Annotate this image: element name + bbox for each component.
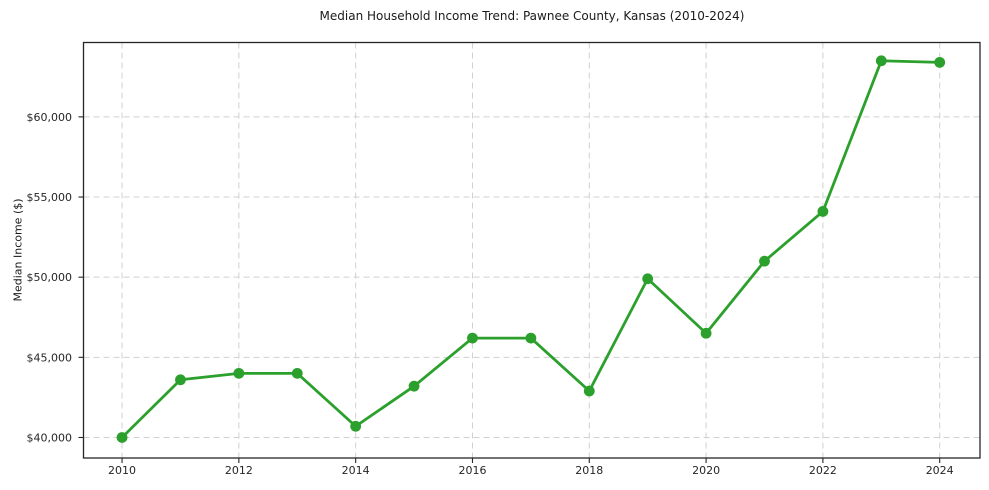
plot-border [82,41,981,459]
data-point-2019 [642,273,654,285]
data-point-2016 [467,332,478,344]
x-tick-label: 2022 [809,464,837,477]
data-point-2010 [116,432,128,443]
y-tick-label: $55,000 [27,191,73,204]
data-point-2024 [934,56,946,68]
data-point-2015 [408,380,420,392]
x-tick-label: 2020 [692,464,720,477]
x-tick-label: 2016 [458,464,486,477]
data-point-2023 [875,55,887,67]
data-point-2014 [350,420,362,432]
data-point-2012 [233,367,245,379]
data-point-2022 [817,206,829,217]
y-tick-label: $50,000 [27,271,73,284]
x-tick-label: 2010 [108,464,136,477]
data-point-2011 [175,374,186,386]
data-point-2013 [291,367,303,379]
x-tick-label: 2012 [225,464,253,477]
data-point-2020 [700,327,712,339]
data-point-2018 [583,385,595,397]
x-tick-label: 2014 [342,464,370,477]
y-tick-label: $60,000 [27,111,73,124]
y-tick-label: $45,000 [27,351,73,364]
chart-title: Median Household Income Trend: Pawnee Co… [319,9,745,23]
x-tick-label: 2018 [575,464,603,477]
y-tick-label: $40,000 [27,431,73,444]
data-point-2021 [759,255,770,267]
x-tick-label: 2024 [926,464,954,477]
data-point-2017 [525,332,537,344]
